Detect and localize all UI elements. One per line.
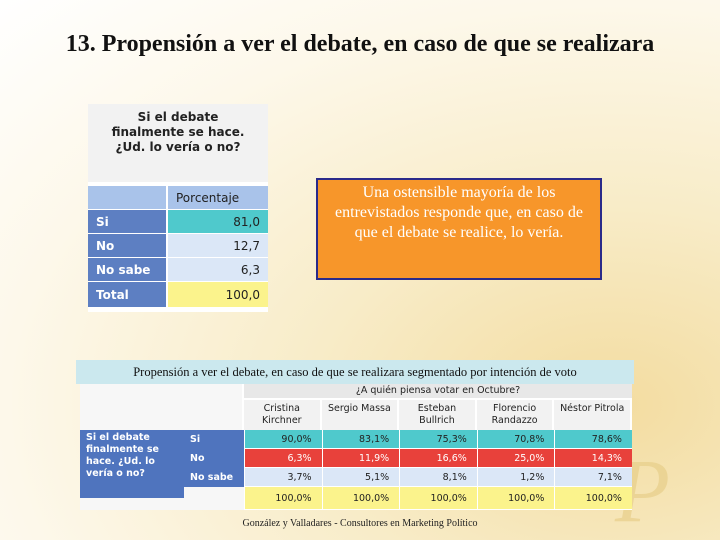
cell-value: 16,6%	[399, 449, 477, 468]
summary-row-value: 81,0	[166, 210, 268, 234]
row-label: Si	[184, 430, 244, 449]
cell-value: 11,9%	[321, 449, 400, 468]
cell-value: 14,3%	[554, 449, 632, 468]
cell-value: 100,0%	[554, 487, 632, 510]
cell-value: 78,6%	[554, 430, 632, 449]
summary-row-label: No	[88, 234, 166, 258]
total-row: 100,0% 100,0% 100,0% 100,0% 100,0%	[184, 487, 632, 510]
conclusion-callout: Una ostensible mayoría de los entrevista…	[316, 178, 602, 280]
cell-value: 75,3%	[399, 430, 477, 449]
debate-question-label: Si el debate finalmente se hace. ¿Ud. lo…	[80, 430, 184, 498]
summary-row: No sabe 6,3	[88, 258, 268, 282]
row-label	[184, 487, 244, 510]
segment-header: Propensión a ver el debate, en caso de q…	[76, 360, 634, 384]
segmented-table: ¿A quién piensa votar en Octubre? Cristi…	[80, 384, 632, 510]
cell-value: 1,2%	[476, 468, 555, 487]
cell-value: 100,0%	[476, 487, 555, 510]
summary-row-value: 6,3	[166, 258, 268, 282]
cell-value: 83,1%	[321, 430, 400, 449]
summary-table: Si el debate finalmente se hace. ¿Ud. lo…	[88, 104, 268, 312]
footer-credit: González y Valladares - Consultores en M…	[242, 518, 478, 529]
vote-intention-question: ¿A quién piensa votar en Octubre?	[244, 384, 632, 398]
candidate-header: Sergio Massa	[321, 400, 400, 430]
summary-row: No 12,7	[88, 234, 268, 258]
summary-total-row: Total 100,0	[88, 282, 268, 308]
row-label: No sabe	[184, 468, 244, 487]
candidate-header: Néstor Pitrola	[554, 400, 632, 430]
summary-row: Si 81,0	[88, 210, 268, 234]
candidate-header: Florencio Randazzo	[476, 400, 555, 430]
row-label: No	[184, 449, 244, 468]
cell-value: 6,3%	[244, 449, 322, 468]
table-row: Si 90,0% 83,1% 75,3% 70,8% 78,6%	[184, 430, 632, 449]
summary-question: Si el debate finalmente se hace. ¿Ud. lo…	[88, 104, 268, 186]
cell-value: 8,1%	[399, 468, 477, 487]
cell-value: 7,1%	[554, 468, 632, 487]
cell-value: 100,0%	[399, 487, 477, 510]
summary-row-label: No sabe	[88, 258, 166, 282]
cell-value: 25,0%	[476, 449, 555, 468]
candidate-header: Cristina Kirchner	[244, 400, 322, 430]
table-row: No 6,3% 11,9% 16,6% 25,0% 14,3%	[184, 449, 632, 468]
cell-value: 5,1%	[321, 468, 400, 487]
summary-row-label: Si	[88, 210, 166, 234]
page-title: 13. Propensión a ver el debate, en caso …	[65, 31, 655, 57]
candidate-header-row: Cristina Kirchner Sergio Massa Esteban B…	[244, 400, 632, 430]
summary-column-header: Porcentaje	[166, 186, 268, 210]
summary-row-value: 12,7	[166, 234, 268, 258]
table-row: No sabe 3,7% 5,1% 8,1% 1,2% 7,1%	[184, 468, 632, 487]
cell-value: 100,0%	[321, 487, 400, 510]
cell-value: 70,8%	[476, 430, 555, 449]
candidate-header: Esteban Bullrich	[399, 400, 477, 430]
cell-value: 100,0%	[244, 487, 322, 510]
cell-value: 3,7%	[244, 468, 322, 487]
summary-header-row: Porcentaje	[88, 186, 268, 210]
cell-value: 90,0%	[244, 430, 322, 449]
summary-row-label: Total	[88, 282, 166, 308]
summary-row-value: 100,0	[166, 282, 268, 308]
